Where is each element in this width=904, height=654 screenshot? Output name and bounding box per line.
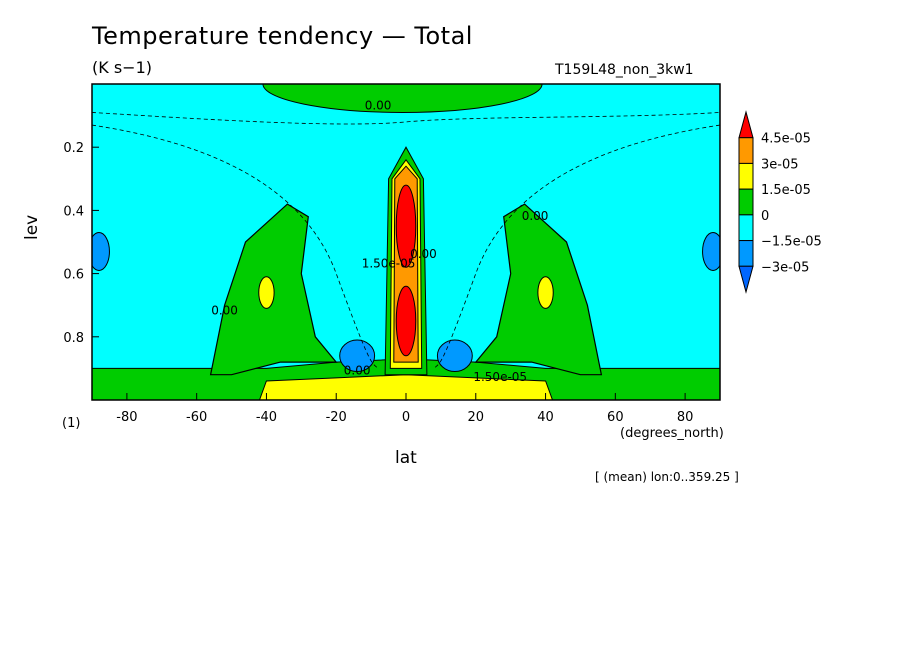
contour-label: 0.00 (410, 247, 437, 261)
x-axis-label: lat (395, 448, 417, 468)
contour-label: 1.50e-05 (473, 370, 527, 384)
colorbar-swatch (738, 265, 754, 294)
contour-label: 1.50e-05 (362, 256, 416, 270)
contour-label: 0.00 (522, 209, 549, 223)
contour-label: 0.00 (365, 98, 392, 112)
local-max-right (537, 276, 554, 309)
colorbar-label: −1.5e-05 (761, 235, 822, 250)
x-tick-label: -20 (326, 410, 347, 425)
y-axis: 0.2 0.4 0.6 0.8 (63, 141, 99, 346)
y-tick-label: 0.2 (63, 141, 84, 156)
colorbar-label: 1.5e-05 (761, 183, 811, 198)
dashed-contour-upper (92, 112, 720, 125)
colorbar-swatch (738, 110, 754, 139)
x-axis: -80 -60 -40 -20 0 20 40 60 80 (116, 393, 693, 425)
colorbar-swatch (738, 162, 754, 190)
y-tick-label: 0.8 (63, 331, 84, 346)
x-tick-label: 80 (677, 410, 694, 425)
contour-labels: 0.000.000.000.000.001.50e-051.50e-05 (211, 98, 548, 384)
x-axis-units: (degrees_north) (620, 426, 724, 441)
colorbar-label: 4.5e-05 (761, 132, 811, 147)
y-tick-label: 0.6 (63, 268, 84, 283)
contour-field (92, 84, 720, 400)
max-lower (395, 285, 417, 357)
chart-title: Temperature tendency — Total (92, 22, 473, 50)
colorbar-label: 0 (761, 209, 769, 224)
x-tick-label: 0 (402, 410, 410, 425)
region-bottom-yellow (258, 374, 554, 400)
colorbar-swatch (738, 188, 754, 216)
min-far-right (702, 232, 720, 271)
colorbar-swatch (738, 240, 754, 267)
footer-left-label: (1) (62, 416, 81, 431)
contour-label: 0.00 (344, 364, 371, 378)
x-tick-label: -80 (116, 410, 137, 425)
chart-units: (K s−1) (92, 58, 152, 77)
contour-label: 0.00 (211, 304, 238, 318)
x-tick-label: 20 (468, 410, 485, 425)
x-tick-label: 60 (607, 410, 624, 425)
dashed-contour-right (433, 124, 720, 369)
min-left (339, 339, 376, 373)
x-tick-label: -60 (186, 410, 207, 425)
mean-note: [ (mean) lon:0..359.25 ] (595, 470, 739, 484)
colorbar-label: −3e-05 (761, 260, 809, 275)
colorbar-swatch (738, 137, 754, 164)
colorbar: 4.5e-05 3e-05 1.5e-05 0 −1.5e-05 −3e-05 (738, 110, 822, 294)
colorbar-label: 3e-05 (761, 157, 799, 172)
x-tick-label: -40 (256, 410, 277, 425)
min-right (436, 339, 473, 373)
run-name: T159L48_non_3kw1 (555, 62, 694, 78)
min-far-left (92, 232, 110, 271)
dashed-contour-left (92, 124, 379, 369)
x-tick-label: 40 (537, 410, 554, 425)
y-tick-label: 0.4 (63, 204, 84, 219)
local-max-left (258, 276, 275, 309)
max-upper (395, 184, 417, 268)
region-top-positive (262, 84, 543, 113)
colorbar-swatch (738, 214, 754, 242)
